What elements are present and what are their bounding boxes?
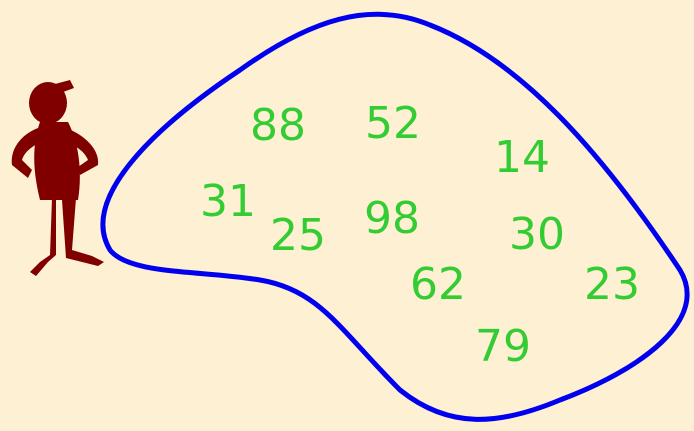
number: 52 bbox=[365, 98, 421, 149]
number: 25 bbox=[270, 210, 326, 261]
number: 31 bbox=[200, 176, 256, 227]
number: 30 bbox=[509, 209, 565, 260]
number: 14 bbox=[494, 132, 550, 183]
number: 98 bbox=[364, 193, 420, 244]
number: 88 bbox=[250, 100, 306, 151]
number: 62 bbox=[410, 259, 466, 310]
page: 88 52 14 31 25 98 30 62 23 79 (() => { c… bbox=[0, 0, 694, 431]
diagram: 88 52 14 31 25 98 30 62 23 79 bbox=[0, 0, 694, 431]
number: 79 bbox=[475, 321, 531, 372]
number: 23 bbox=[584, 259, 640, 310]
